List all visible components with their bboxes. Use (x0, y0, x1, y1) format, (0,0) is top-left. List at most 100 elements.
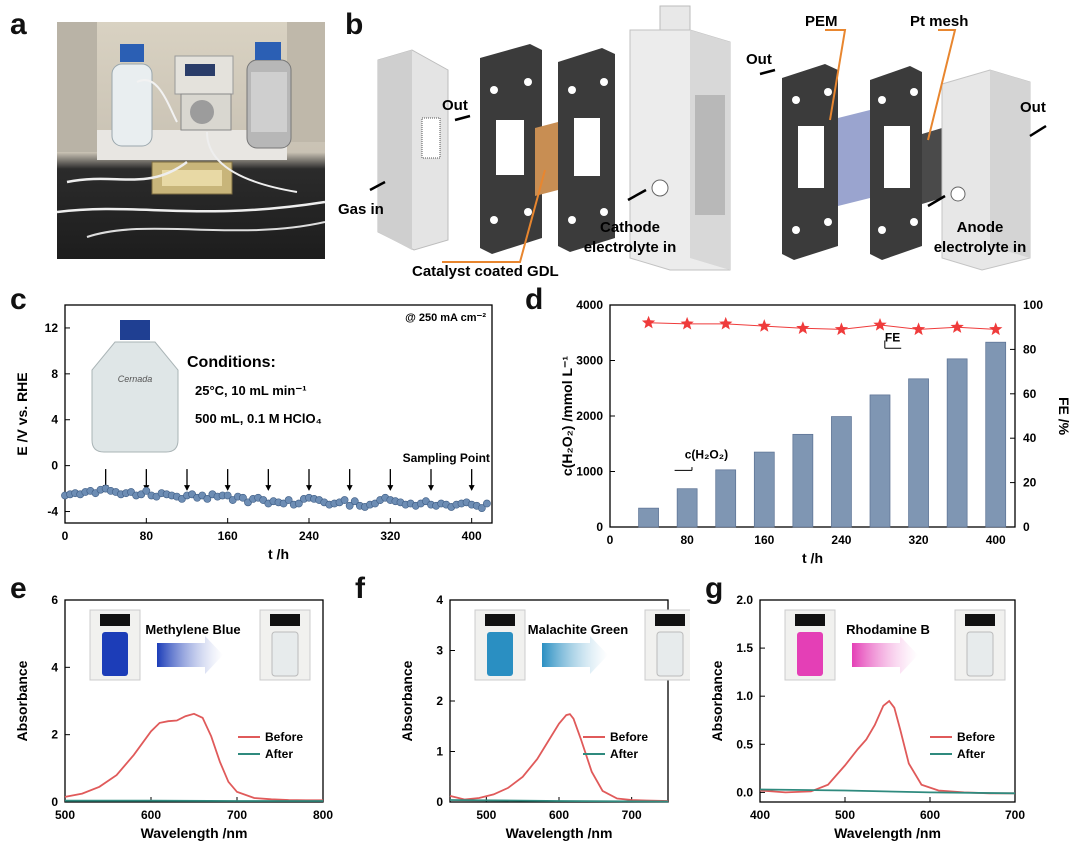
spectrum-before (449, 713, 669, 802)
legend-entry: After (610, 747, 638, 761)
bar (831, 416, 852, 528)
sampling-arrowhead (265, 485, 272, 491)
label-catalyst-gdl: Catalyst coated GDL (412, 263, 559, 280)
sampling-arrowhead (468, 485, 475, 491)
vial-after (259, 609, 311, 681)
y-tick-label: 1.0 (736, 689, 753, 703)
x-tick-label: 400 (750, 808, 770, 822)
y2-tick-label: 40 (1023, 431, 1037, 445)
x-tick-label: 600 (920, 808, 940, 822)
sampling-arrowhead (224, 485, 231, 491)
y-tick-label: 4000 (576, 298, 603, 312)
y2-tick-label: 80 (1023, 342, 1037, 356)
x-tick-label: 500 (55, 808, 75, 822)
y-tick-label: 0 (596, 520, 603, 534)
panel-label-d: d (525, 283, 544, 316)
x-tick-label: 500 (835, 808, 855, 822)
panel-label-g: g (705, 572, 724, 605)
legend-entry: Before (265, 730, 303, 744)
y-axis-label: c(H₂O₂) /mmol L⁻¹ (559, 356, 575, 477)
bar (792, 433, 814, 528)
fe-star (911, 322, 926, 336)
cathode-endplate (377, 49, 449, 251)
bar (753, 451, 775, 528)
vial-cap (655, 614, 685, 626)
vial-cap (270, 614, 300, 626)
y2-tick-label: 60 (1023, 387, 1037, 401)
gasket-1 (480, 44, 542, 254)
conditions-title: Conditions: (187, 354, 276, 371)
x-tick-label: 700 (622, 808, 642, 822)
fe-line (648, 322, 996, 330)
y-tick-label: 2000 (576, 409, 603, 423)
bottle-body (91, 341, 179, 453)
panel-label-c: c (10, 283, 27, 316)
data-point (239, 493, 247, 502)
vial-liquid-clear (966, 631, 994, 677)
data-point (203, 495, 212, 503)
y-axis-label: Absorbance (14, 660, 30, 741)
x-axis-label: t /h (268, 546, 289, 562)
fe-star (989, 322, 1003, 336)
x-axis-label: Wavelength /nm (506, 825, 613, 841)
decolor-arrow (852, 636, 918, 674)
vial-before (474, 609, 526, 681)
gasket-3 (782, 64, 838, 260)
vial-cap (965, 614, 995, 626)
label-out-right: Out (1020, 99, 1046, 116)
plot-frame (759, 599, 1016, 803)
vial-liquid-clear (656, 631, 684, 677)
x-tick-label: 0 (607, 533, 614, 547)
y-axis-label: E /V vs. RHE (14, 372, 30, 455)
label-gas-in: Gas in (338, 201, 384, 218)
data-point (223, 491, 232, 500)
x-tick-label: 240 (299, 529, 319, 543)
dye-name: Methylene Blue (145, 622, 240, 637)
chart-f-malachite-green: 500 600 700 0 1 2 3 4 Wavelength /nm Absorbance Ma… (399, 593, 690, 841)
y-tick-label: 0 (436, 795, 443, 809)
chart-e-methylene-blue: 500 600 700 800 0 2 4 6 Wavelength /nm Absorbance… (14, 593, 333, 841)
y-tick-label: 6 (51, 593, 58, 607)
x-tick-label: 80 (140, 529, 154, 543)
panel-label-f: f (355, 572, 365, 605)
x-tick-label: 320 (380, 529, 400, 543)
vial-before (89, 609, 141, 681)
data-point (345, 501, 354, 510)
arrow-cathode-in (627, 188, 647, 202)
y-tick-label: 3000 (576, 354, 603, 368)
x-tick-label: 700 (1005, 808, 1025, 822)
y2-tick-label: 0 (1023, 520, 1030, 534)
panel-label-e: e (10, 572, 27, 605)
bar (946, 358, 968, 528)
vial-cap (795, 614, 825, 626)
data-point (350, 497, 359, 506)
spectrum-before (64, 712, 323, 802)
y-tick-label: -4 (47, 505, 58, 519)
sampling-arrowhead (428, 485, 434, 491)
label-cathode-1: Cathode (600, 219, 660, 236)
data-point (483, 499, 491, 508)
x-tick-label: 160 (218, 529, 238, 543)
bar (638, 507, 659, 528)
y-tick-label: 12 (45, 321, 59, 335)
x-tick-label: 240 (831, 533, 851, 547)
y-tick-label: 4 (51, 413, 58, 427)
y-tick-label: 8 (51, 367, 58, 381)
arrow-out-mid (759, 68, 776, 76)
label-anode-2: electrolyte in (934, 239, 1027, 256)
y-axis-label: Absorbance (399, 660, 415, 741)
y-axis-label: Absorbance (709, 660, 725, 741)
pem-membrane (838, 110, 870, 206)
label-out-mid: Out (746, 51, 772, 68)
spectrum-after (759, 788, 1016, 795)
legend-entry: After (265, 747, 293, 761)
data-point (477, 504, 486, 512)
y-tick-label: 1.5 (736, 641, 753, 655)
bar (676, 488, 698, 528)
catalyst-gdl (535, 122, 558, 196)
bottle-photo: Cernada (91, 320, 179, 453)
y-tick-label: 1000 (576, 465, 603, 479)
vial-liquid-clear (271, 631, 299, 677)
decolor-arrow (542, 636, 608, 674)
